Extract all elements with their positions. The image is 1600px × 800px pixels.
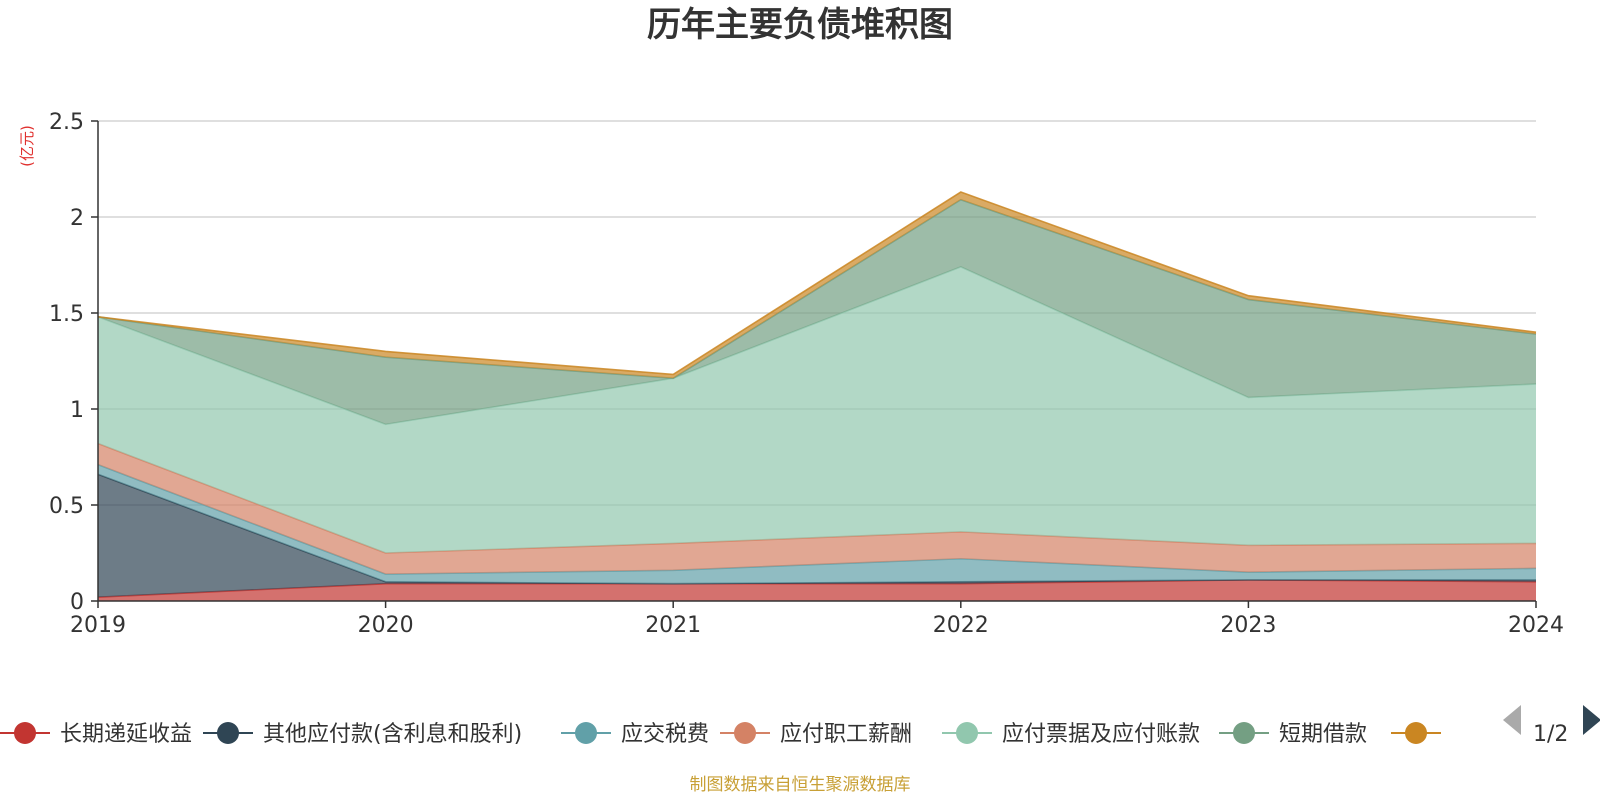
legend-item-label: 应付职工薪酬 [780, 722, 912, 747]
x-tick-label: 2023 [1220, 613, 1276, 638]
x-tick-label: 2022 [933, 613, 989, 638]
area-series-1 [98, 474, 1536, 598]
legend-next-page-icon[interactable] [1583, 705, 1600, 735]
y-tick-label: 1.5 [49, 302, 84, 327]
legend-circle-icon [575, 722, 597, 744]
legend-circle-icon [1233, 722, 1255, 744]
area-series-6 [98, 192, 1536, 379]
legend-item-label: 应付票据及应付账款 [1002, 722, 1200, 747]
data-source-note: 制图数据来自恒生聚源数据库 [690, 775, 911, 795]
legend-item-2[interactable]: 应交税费 [561, 722, 709, 747]
area-series-4 [98, 266, 1536, 553]
legend-item-5[interactable]: 短期借款 [1219, 722, 1367, 747]
legend-prev-page-icon[interactable] [1503, 705, 1521, 735]
y-tick-label: 2.5 [49, 110, 84, 135]
legend-circle-icon [956, 722, 978, 744]
y-tick-label: 0 [70, 590, 84, 615]
legend-circle-icon [734, 722, 756, 744]
legend-item-4[interactable]: 应付票据及应付账款 [942, 722, 1200, 747]
chart-title: 历年主要负债堆积图 [647, 5, 953, 45]
series-line-6 [97, 191, 1537, 376]
x-tick-label: 2021 [645, 613, 701, 638]
area-series-0 [98, 579, 1536, 601]
x-tick-label: 2020 [358, 613, 414, 638]
y-axis-unit-label: (亿元) [18, 125, 36, 167]
legend-item-3[interactable]: 应付职工薪酬 [720, 722, 912, 747]
y-tick-label: 2 [70, 206, 84, 231]
y-tick-label: 0.5 [49, 494, 84, 519]
legend-circle-icon [1405, 722, 1427, 744]
legend-circle-icon [217, 722, 239, 744]
area-series-5 [98, 199, 1536, 425]
axes: 0 0.5 1 1.5 2 2.5 2019 2020 2021 2022 2023 2024 [49, 110, 1564, 638]
legend-pager: 1/2 [1503, 705, 1600, 747]
legend-circle-icon [14, 722, 36, 744]
legend-item-label: 应交税费 [621, 722, 709, 747]
legend-item-6[interactable] [1391, 722, 1441, 744]
legend-item-0[interactable]: 长期递延收益 [0, 722, 192, 747]
area-series-3 [98, 443, 1536, 575]
x-tick-label: 2019 [70, 613, 126, 638]
legend: 长期递延收益 其他应付款(含利息和股利) 应交税费 应付职工薪酬 应付票据及应付账款 短期… [0, 722, 1441, 747]
legend-item-label: 其他应付款(含利息和股利) [263, 722, 522, 747]
area-series-2 [98, 464, 1536, 584]
legend-item-label: 长期递延收益 [60, 722, 192, 747]
area-series [97, 191, 1537, 601]
y-tick-label: 1 [70, 398, 84, 423]
legend-item-1[interactable]: 其他应付款(含利息和股利) [203, 722, 522, 747]
legend-page-indicator: 1/2 [1533, 722, 1568, 747]
x-tick-label: 2024 [1508, 613, 1564, 638]
legend-item-label: 短期借款 [1279, 722, 1367, 747]
